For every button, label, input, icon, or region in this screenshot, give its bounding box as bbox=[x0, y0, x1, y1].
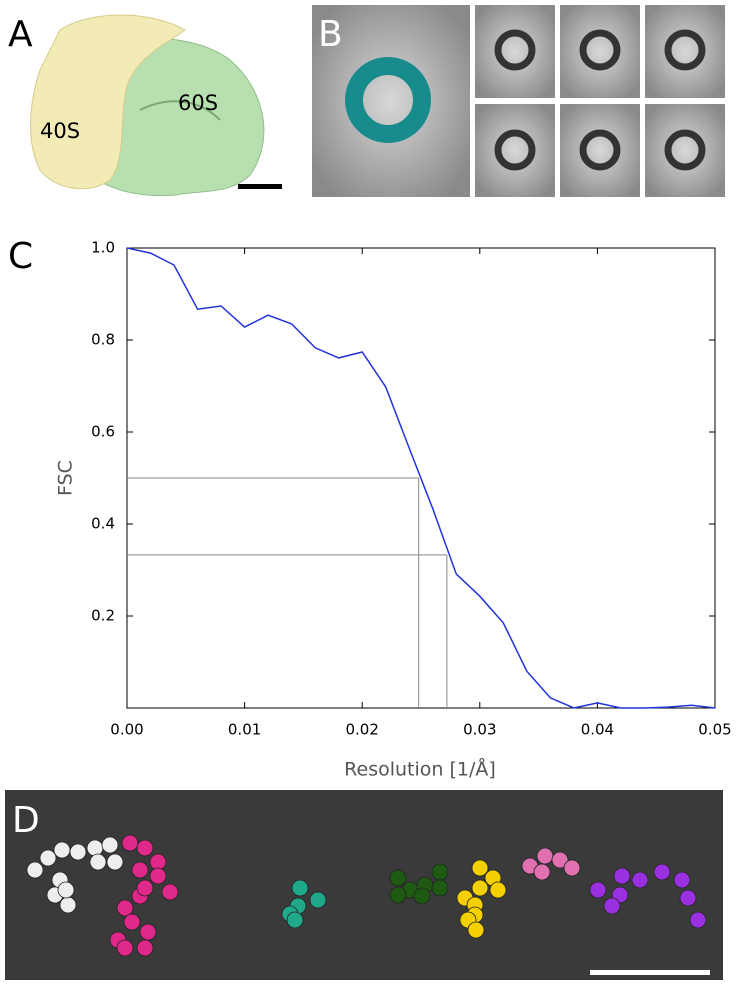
sphere bbox=[467, 921, 485, 939]
sphere bbox=[116, 939, 134, 957]
ring bbox=[579, 29, 621, 71]
sphere bbox=[59, 896, 77, 914]
sphere bbox=[431, 879, 449, 897]
sphere bbox=[69, 843, 87, 861]
sphere bbox=[86, 839, 104, 857]
sphere bbox=[536, 847, 554, 865]
sphere bbox=[689, 911, 707, 929]
sphere bbox=[161, 883, 179, 901]
fsc-curve bbox=[126, 247, 716, 709]
ring-density bbox=[345, 57, 431, 143]
ring bbox=[664, 129, 706, 171]
sphere bbox=[309, 891, 327, 909]
y-axis-title: FSC bbox=[55, 460, 77, 496]
subtomogram bbox=[475, 104, 555, 197]
subtomogram bbox=[560, 5, 640, 98]
x-tick-label: 0.01 bbox=[228, 721, 261, 739]
sphere bbox=[471, 859, 489, 877]
sphere bbox=[121, 834, 139, 852]
sphere bbox=[286, 911, 304, 929]
sphere bbox=[291, 879, 309, 897]
sphere bbox=[489, 881, 507, 899]
sphere bbox=[679, 889, 697, 907]
ring bbox=[494, 129, 536, 171]
sphere bbox=[431, 863, 449, 881]
sphere bbox=[26, 861, 44, 879]
sphere bbox=[589, 881, 607, 899]
panel-a: A 40S 60S bbox=[8, 14, 282, 197]
x-tick-label: 0.02 bbox=[345, 721, 378, 739]
sphere bbox=[149, 867, 167, 885]
sphere bbox=[389, 869, 407, 887]
panel-label: D bbox=[12, 800, 40, 841]
sphere bbox=[413, 887, 431, 905]
subunit-label: 40S bbox=[40, 119, 80, 143]
subtomogram bbox=[475, 5, 555, 98]
panel-label: B bbox=[318, 14, 343, 55]
tomogram-slice bbox=[5, 790, 723, 980]
sphere bbox=[136, 839, 154, 857]
sphere bbox=[673, 871, 691, 889]
sphere bbox=[471, 879, 489, 897]
sphere bbox=[389, 886, 407, 904]
ring bbox=[579, 129, 621, 171]
x-tick-label: 0.04 bbox=[581, 721, 614, 739]
x-tick-label: 0.00 bbox=[110, 721, 143, 739]
sphere bbox=[106, 853, 124, 871]
sphere bbox=[89, 853, 107, 871]
y-tick-label: 0.2 bbox=[91, 607, 115, 625]
scale-bar bbox=[238, 184, 282, 189]
ring bbox=[494, 29, 536, 71]
x-tick-label: 0.05 bbox=[698, 721, 731, 739]
sphere bbox=[57, 881, 75, 899]
sphere bbox=[603, 897, 621, 915]
y-tick-label: 0.4 bbox=[91, 515, 115, 533]
ribosome-ridge bbox=[139, 100, 221, 121]
ribosome-40s bbox=[30, 14, 186, 190]
sphere bbox=[149, 853, 167, 871]
sphere bbox=[136, 879, 154, 897]
y-tick-label: 0.6 bbox=[91, 423, 115, 441]
sphere bbox=[631, 871, 649, 889]
sphere bbox=[139, 923, 157, 941]
fsc-chart: C Resolution [1/Å] FSC 0.00 0.01 0.02 0.03 0… bbox=[8, 236, 732, 781]
sphere bbox=[563, 859, 581, 877]
sphere bbox=[136, 939, 154, 957]
panel-label: A bbox=[8, 14, 33, 55]
panel-d: D bbox=[5, 790, 723, 980]
sphere bbox=[613, 867, 631, 885]
sphere bbox=[551, 851, 569, 869]
subunit-label: 60S bbox=[178, 91, 218, 115]
subtomogram bbox=[560, 104, 640, 197]
sphere bbox=[653, 863, 671, 881]
subtomogram bbox=[645, 104, 725, 197]
sphere bbox=[131, 861, 149, 879]
y-tick-label: 0.8 bbox=[91, 331, 115, 349]
subtomogram-average bbox=[312, 5, 470, 197]
sphere bbox=[533, 863, 551, 881]
sphere bbox=[101, 836, 119, 854]
panel-label: C bbox=[8, 236, 33, 277]
scale-bar bbox=[590, 970, 710, 975]
x-axis-title: Resolution [1/Å] bbox=[344, 758, 496, 781]
x-tick-label: 0.03 bbox=[463, 721, 496, 739]
y-tick-label: 1.0 bbox=[91, 239, 115, 257]
panel-b: B bbox=[312, 5, 725, 197]
ring bbox=[664, 29, 706, 71]
sphere bbox=[116, 899, 134, 917]
sphere bbox=[123, 913, 141, 931]
ring-set bbox=[494, 29, 706, 171]
sphere bbox=[53, 841, 71, 859]
subtomogram bbox=[645, 5, 725, 98]
sphere bbox=[39, 849, 57, 867]
